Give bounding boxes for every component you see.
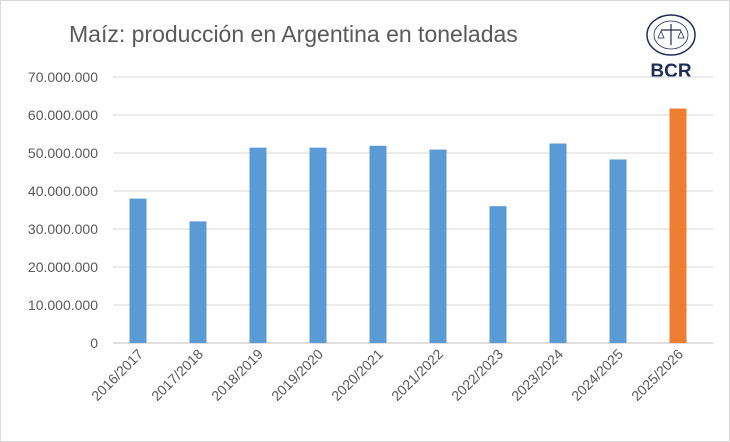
bar-2018-2019 [249,147,267,343]
x-tick-label: 2016/2017 [88,346,146,404]
bar-2020-2021 [369,145,387,343]
bar-2024-2025 [609,159,627,343]
x-tick-label: 2019/2020 [268,346,326,404]
y-tick-label: 50.000.000 [28,145,98,161]
x-tick-label: 2025/2026 [628,346,686,404]
bar-2019-2020 [309,147,327,343]
y-tick-label: 30.000.000 [28,221,98,237]
bar-2016-2017 [129,198,147,343]
bar-2021-2022 [429,149,447,343]
y-tick-label: 20.000.000 [28,259,98,275]
x-tick-label: 2022/2023 [448,346,506,404]
x-tick-label: 2023/2024 [508,346,566,404]
y-tick-label: 10.000.000 [28,297,98,313]
chart-title: Maíz: producción en Argentina en tonelad… [69,21,518,47]
bar-2025-2026 [669,108,687,343]
y-tick-label: 40.000.000 [28,183,98,199]
bar-2023-2024 [549,143,567,343]
x-tick-label: 2018/2019 [208,346,266,404]
y-tick-label: 70.000.000 [28,69,98,85]
x-tick-label: 2021/2022 [388,346,446,404]
x-tick-label: 2017/2018 [148,346,206,404]
x-tick-label: 2024/2025 [568,346,626,404]
y-tick-label: 60.000.000 [28,107,98,123]
bar-2022-2023 [489,206,507,343]
bar-2017-2018 [189,221,207,343]
y-tick-label: 0 [90,335,98,351]
x-tick-label: 2020/2021 [328,346,386,404]
